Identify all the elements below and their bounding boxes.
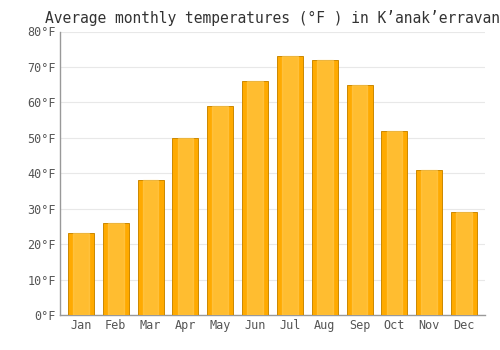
Bar — [108, 223, 124, 315]
Bar — [172, 138, 199, 315]
Bar — [422, 170, 437, 315]
Bar — [386, 131, 402, 315]
Bar — [317, 60, 332, 315]
Bar — [382, 131, 407, 315]
Bar — [312, 60, 338, 315]
Bar — [456, 212, 472, 315]
Bar — [68, 233, 94, 315]
Bar — [277, 56, 303, 315]
Bar — [142, 180, 158, 315]
Bar — [73, 233, 88, 315]
Bar — [102, 223, 129, 315]
Bar — [178, 138, 193, 315]
Bar — [416, 170, 442, 315]
Title: Average monthly temperatures (°F ) in Kʼanakʼerravan: Average monthly temperatures (°F ) in Kʼ… — [45, 10, 500, 26]
Bar — [346, 85, 372, 315]
Bar — [207, 106, 234, 315]
Bar — [138, 180, 164, 315]
Bar — [212, 106, 228, 315]
Bar — [451, 212, 477, 315]
Bar — [282, 56, 298, 315]
Bar — [247, 81, 263, 315]
Bar — [242, 81, 268, 315]
Bar — [352, 85, 368, 315]
